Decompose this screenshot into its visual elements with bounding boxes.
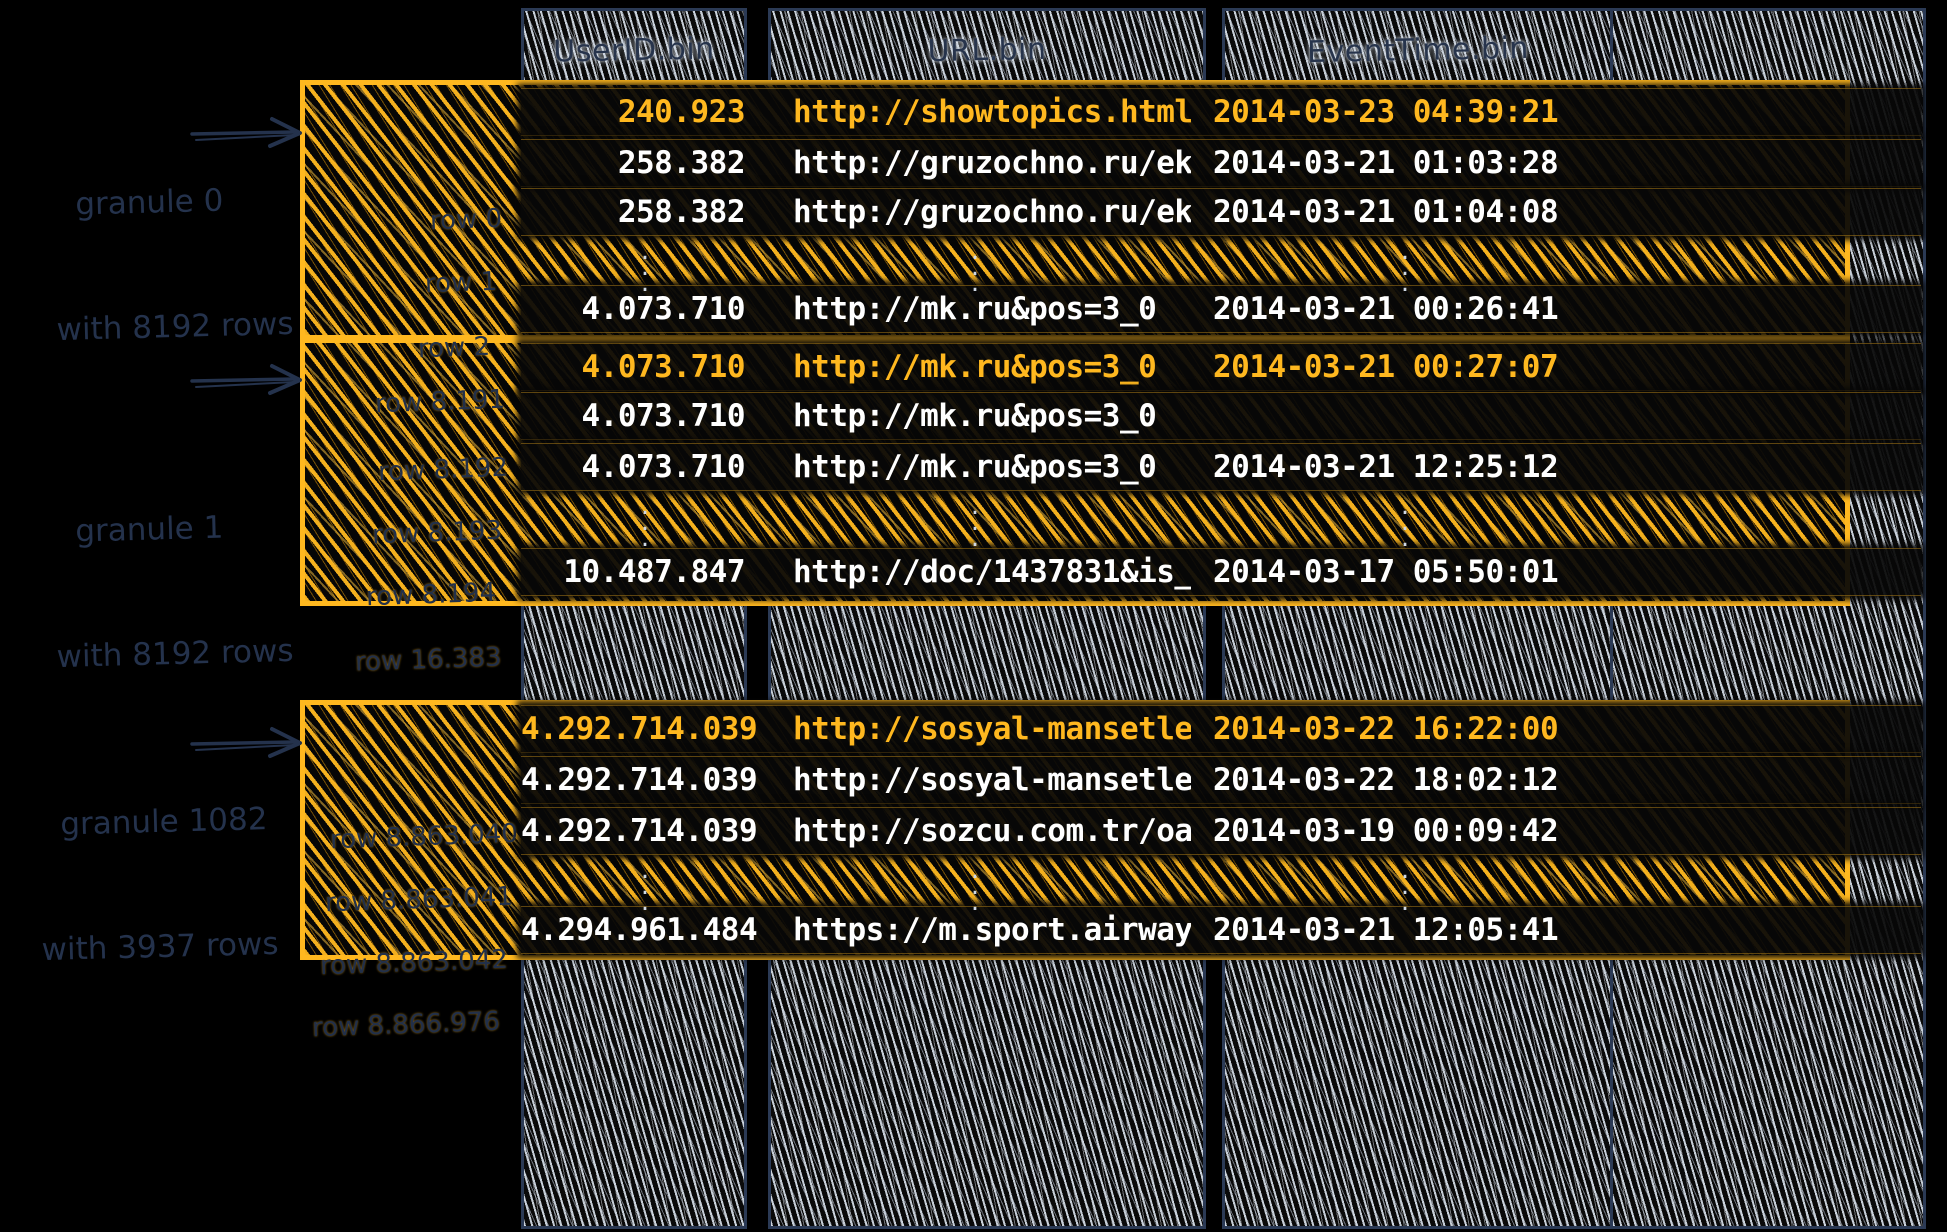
row-label-g1-1: row 8.193 bbox=[371, 515, 503, 551]
row-ellipsis: ... bbox=[970, 491, 980, 553]
annotation-granule-0-line1: granule 0 bbox=[74, 182, 224, 223]
annotation-granule-1: granule 1 with 8192 rows bbox=[51, 422, 297, 763]
table-row: 4.073.710 http://mk.ru&pos=3_0 2014-03-2… bbox=[521, 285, 1921, 333]
cell-url: http://gruzochno.ru/ekat ... bbox=[793, 194, 1191, 230]
arrow-to-granule-1 bbox=[190, 364, 302, 395]
cell-userid: 4.073.710 bbox=[581, 449, 746, 485]
cell-eventtime: 2014-03-21 01:04:08 bbox=[1213, 194, 1559, 230]
annotation-granule-1082-line1: granule 1082 bbox=[59, 800, 268, 843]
row-ellipsis: ... bbox=[640, 236, 650, 298]
cell-eventtime: 2014-03-21 00:27:07 bbox=[1213, 349, 1559, 385]
bin-column-eventtime-label: EventTime.bin bbox=[1306, 30, 1530, 71]
cell-userid: 4.073.710 bbox=[581, 349, 746, 385]
bin-column-url-label: URL.bin bbox=[927, 31, 1047, 70]
table-row: 240.923 http://showtopics.html%3 ... 201… bbox=[521, 88, 1921, 136]
cell-eventtime: 2014-03-22 16:22:00 bbox=[1213, 711, 1559, 747]
cell-eventtime: 2014-03-21 00:26:41 bbox=[1213, 291, 1559, 327]
cell-userid: 4.294.961.484 bbox=[521, 912, 758, 948]
row-ellipsis: ... bbox=[1400, 236, 1410, 298]
cell-url: http://doc/1437831&is_mo ... bbox=[793, 554, 1191, 590]
cell-eventtime: 2014-03-17 05:50:01 bbox=[1213, 554, 1559, 590]
cell-eventtime: 2014-03-21 01:03:28 bbox=[1213, 145, 1559, 181]
cell-url: http://gruzochno.ru/ekat ... bbox=[793, 145, 1191, 181]
cell-userid: 258.382 bbox=[617, 145, 746, 181]
cell-eventtime: 2014-03-21 12:25:12 bbox=[1213, 449, 1559, 485]
cell-url: http://mk.ru&pos=3_0 bbox=[793, 398, 1157, 434]
row-label-g1-3: row 16.383 bbox=[354, 642, 503, 678]
table-row: 4.073.710 http://mk.ru&pos=3_0 2014-03-2… bbox=[521, 343, 1921, 391]
table-row: 4.294.961.484 https://m.sport.airway/? .… bbox=[521, 906, 1921, 954]
annotation-granule-1-line2: with 8192 rows bbox=[56, 633, 294, 676]
cell-userid: 4.292.714.039 bbox=[521, 762, 758, 798]
cell-url: http://sosyal-mansetleri ... bbox=[793, 711, 1191, 747]
annotation-granule-0-line2: with 8192 rows bbox=[56, 306, 294, 349]
cell-url: http://sozcu.com.tr/oaut ... bbox=[793, 813, 1191, 849]
cell-url: http://mk.ru&pos=3_0 bbox=[793, 449, 1157, 485]
cell-url: http://mk.ru&pos=3_0 bbox=[793, 291, 1157, 327]
cell-eventtime: 2014-03-23 04:39:21 bbox=[1213, 94, 1559, 130]
cell-userid: 4.073.710 bbox=[581, 291, 746, 327]
row-ellipsis: ... bbox=[970, 236, 980, 298]
cell-url: http://mk.ru&pos=3_0 bbox=[793, 349, 1157, 385]
table-row: 4.073.710 http://mk.ru&pos=3_0 bbox=[521, 392, 1921, 440]
table-row: 4.073.710 http://mk.ru&pos=3_0 2014-03-2… bbox=[521, 443, 1921, 491]
row-label-g1082-3: row 8.866.976 bbox=[311, 1006, 501, 1044]
arrow-to-granule-1082 bbox=[190, 727, 302, 758]
cell-userid: 4.292.714.039 bbox=[521, 711, 758, 747]
cell-url: http://sosyal-mansetleri ... bbox=[793, 762, 1191, 798]
table-row: 258.382 http://gruzochno.ru/ekat ... 201… bbox=[521, 188, 1921, 236]
cell-url: https://m.sport.airway/? ... bbox=[793, 912, 1191, 948]
row-label-g0-3: row 8.191 bbox=[374, 384, 506, 420]
cell-eventtime: 2014-03-21 12:05:41 bbox=[1213, 912, 1559, 948]
row-ellipsis: ... bbox=[640, 491, 650, 553]
table-row: 258.382 http://gruzochno.ru/ekat ... 201… bbox=[521, 139, 1921, 187]
bin-column-userid-label: UserID.bin bbox=[553, 31, 715, 70]
row-ellipsis: ... bbox=[1400, 855, 1410, 917]
table-row: 4.292.714.039 http://sosyal-mansetleri .… bbox=[521, 756, 1921, 804]
cell-eventtime: 2014-03-22 18:02:12 bbox=[1213, 762, 1559, 798]
cell-userid: 4.292.714.039 bbox=[521, 813, 758, 849]
row-label-g1082-2: row 8.863.042 bbox=[319, 944, 509, 982]
row-label-g1-0: row 8.192 bbox=[377, 452, 509, 488]
row-label-g0-2: row 2 bbox=[417, 331, 491, 365]
table-row: 4.292.714.039 http://sosyal-mansetleri .… bbox=[521, 705, 1921, 753]
annotation-granule-1082: granule 1082 with 3937 rows bbox=[36, 715, 282, 1056]
arrow-to-granule-0 bbox=[190, 117, 302, 148]
cell-userid: 4.073.710 bbox=[581, 398, 746, 434]
table-row: 10.487.847 http://doc/1437831&is_mo ... … bbox=[521, 548, 1921, 596]
annotation-granule-1-line1: granule 1 bbox=[74, 509, 224, 550]
cell-userid: 10.487.847 bbox=[563, 554, 745, 590]
row-ellipsis: ... bbox=[970, 855, 980, 917]
row-ellipsis: ... bbox=[640, 855, 650, 917]
annotation-granule-1082-line2: with 3937 rows bbox=[41, 926, 279, 969]
table-row: 4.292.714.039 http://sozcu.com.tr/oaut .… bbox=[521, 807, 1921, 855]
row-ellipsis: ... bbox=[1400, 491, 1410, 553]
row-label-g0-0: row 0 bbox=[429, 203, 503, 237]
row-label-g1-2: row 8.194 bbox=[365, 577, 497, 613]
cell-eventtime: 2014-03-19 00:09:42 bbox=[1213, 813, 1559, 849]
cell-userid: 258.382 bbox=[617, 194, 746, 230]
cell-userid: 240.923 bbox=[617, 94, 746, 130]
cell-url: http://showtopics.html%3 ... bbox=[793, 94, 1191, 130]
row-label-g0-1: row 1 bbox=[424, 266, 498, 300]
